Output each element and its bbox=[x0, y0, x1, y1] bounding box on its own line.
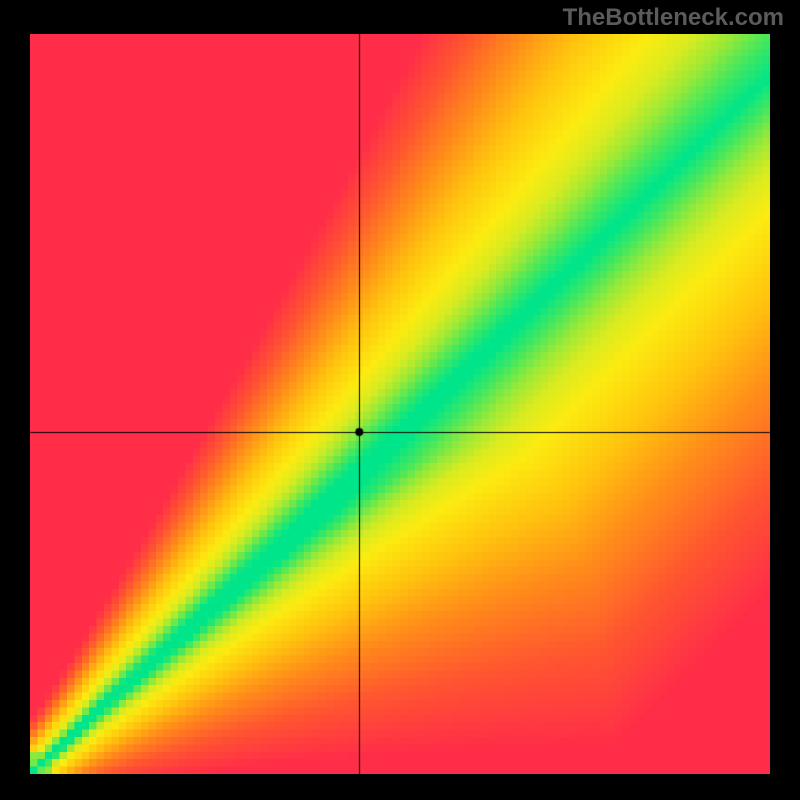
chart-container: { "watermark": { "text": "TheBottleneck.… bbox=[0, 0, 800, 800]
watermark-text: TheBottleneck.com bbox=[563, 4, 784, 32]
crosshair-overlay bbox=[0, 0, 800, 800]
